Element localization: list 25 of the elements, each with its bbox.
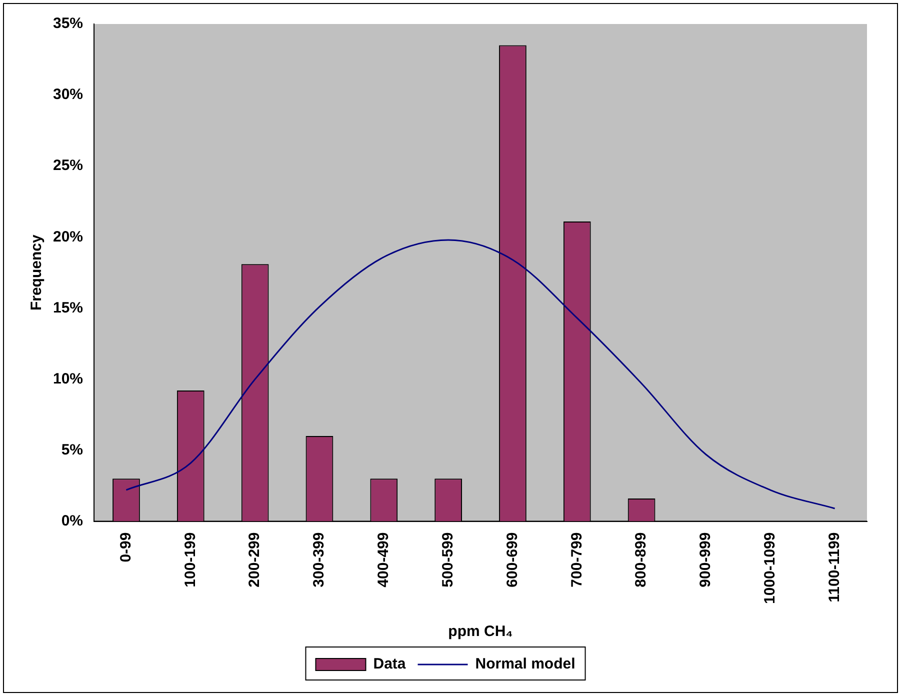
x-tick-label: 1100-1199 <box>826 532 843 602</box>
x-tick-label: 600-699 <box>504 532 521 588</box>
y-tick-label: 5% <box>61 441 84 458</box>
x-tick-label: 100-199 <box>182 532 199 588</box>
x-tick-label: 700-799 <box>568 532 586 588</box>
y-tick-label: 20% <box>52 228 84 246</box>
legend-label: Normal model <box>475 656 576 673</box>
legend-label: Data <box>373 656 406 673</box>
x-tick-label: 400-499 <box>375 532 392 588</box>
y-tick-label: 10% <box>52 370 84 388</box>
x-tick-label: 500-599 <box>439 532 456 588</box>
x-tick-label: 800-899 <box>632 532 650 588</box>
x-tick-label: 900-999 <box>697 532 714 588</box>
y-tick-label: 25% <box>52 157 84 174</box>
y-tick-label: 0% <box>61 512 84 530</box>
y-axis-title: Frequency <box>28 234 46 311</box>
x-axis-title: ppm CH₄ <box>448 623 513 640</box>
x-tick-label: 200-299 <box>246 532 264 588</box>
y-tick-label: 35% <box>52 15 84 32</box>
x-tick-label: 300-399 <box>310 532 328 588</box>
x-tick-label: 0-99 <box>117 532 134 562</box>
y-tick-label: 30% <box>52 86 84 104</box>
line-series <box>125 239 836 510</box>
y-tick-label: 15% <box>52 299 84 316</box>
x-tick-label: 1000-1099 <box>762 532 779 604</box>
